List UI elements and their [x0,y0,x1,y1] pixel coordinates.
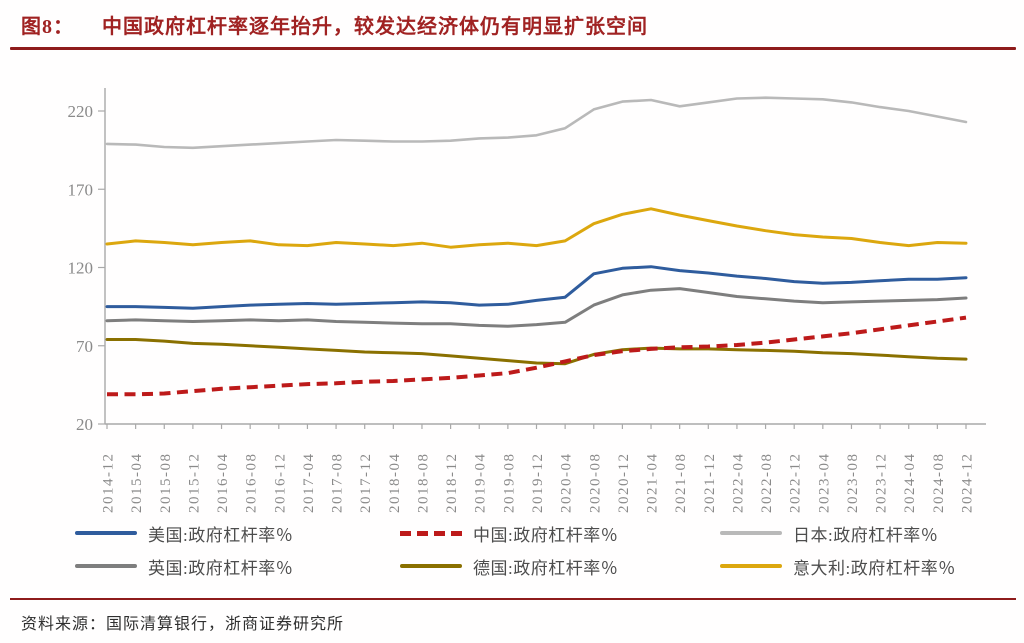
x-tick-label: 2015-12 [186,453,202,514]
figure-title: 图8： 中国政府杠杆率逐年抬升，较发达经济体仍有明显扩张空间 [21,10,648,39]
x-tick-label: 2020-08 [587,453,603,514]
chart-legend: 美国:政府杠杆率％ 中国:政府杠杆率％ 日本:政府杠杆率％ 英国:政府杠杆率％ 德国:政… [0,521,1024,578]
x-tick-label: 2023-08 [845,453,861,514]
source-note: 资料来源：国际清算银行，浙商证券研究所 [21,610,344,634]
legend-label-japan: 日本:政府杠杆率％ [793,525,939,545]
x-tick-label: 2023-12 [874,453,890,514]
x-tick-label: 2014-12 [101,453,117,514]
chart-area: 20 70 120 170 220 2014-12 2015-04 2015-08 2015-1… [0,60,1024,520]
y-tick-label: 20 [76,415,93,434]
x-tick-label: 2020-12 [616,453,632,514]
legend-item-japan: 日本:政府杠杆率％ [720,521,1024,545]
legend-label-china: 中国:政府杠杆率％ [473,525,619,545]
x-tick-label: 2019-08 [501,453,517,514]
x-tick-label: 2018-08 [415,453,431,514]
legend-label-italy: 意大利:政府杠杆率％ [793,558,956,578]
x-tick-label: 2021-04 [645,453,661,514]
x-tick-label: 2019-04 [473,453,489,514]
source-label: 资料来源： [21,616,107,633]
legend-item-italy: 意大利:政府杠杆率％ [720,554,1024,578]
x-tick-label: 2021-08 [673,453,689,514]
x-tick-label: 2022-12 [788,453,804,514]
x-tick-label: 2016-12 [272,453,288,514]
x-tick-label: 2022-08 [759,453,775,514]
series-line-italy [105,207,968,249]
x-tick-label: 2024-04 [902,453,918,514]
series-line-japan [105,96,968,150]
series-line-germany [105,338,968,366]
x-tick-label: 2018-04 [387,453,403,514]
x-tick-label: 2024-08 [931,453,947,514]
legend-label-germany: 德国:政府杠杆率％ [473,558,619,578]
series-line-uk [105,287,968,328]
y-tick-label: 70 [76,337,93,356]
legend-label-uk: 英国:政府杠杆率％ [148,558,294,578]
x-tick-label: 2021-12 [702,453,718,514]
x-tick-label: 2022-04 [730,453,746,514]
legend-item-uk: 英国:政府杠杆率％ [75,554,400,578]
y-tick-label: 170 [68,180,94,199]
x-tick-label: 2024-12 [960,453,976,514]
legend-swatch-us [75,531,137,535]
x-tick-label: 2016-08 [244,453,260,514]
legend-item-germany: 德国:政府杠杆率％ [400,554,720,578]
series-line-china [107,315,967,397]
title-divider [10,47,1016,50]
legend-swatch-china [400,530,462,536]
legend-swatch-italy [720,564,782,568]
x-tick-label: 2019-12 [530,453,546,514]
legend-swatch-germany [400,564,462,568]
x-tick-label: 2017-04 [301,453,317,514]
x-tick-label: 2015-08 [158,453,174,514]
figure-number: 图8： [21,16,74,38]
x-tick-label: 2017-08 [330,453,346,514]
leverage-chart: 20 70 120 170 220 2014-12 2015-04 2015-08 2015-1… [68,88,986,514]
x-tick-label: 2020-04 [559,453,575,514]
legend-swatch-uk [75,564,137,568]
source-text: 国际清算银行，浙商证券研究所 [106,616,345,633]
legend-swatch-japan [720,531,782,535]
figure-title-text: 中国政府杠杆率逐年抬升，较发达经济体仍有明显扩张空间 [102,16,648,38]
x-tick-label: 2018-12 [444,453,460,514]
y-tick-label: 220 [68,102,94,121]
x-tick-label: 2023-04 [816,453,832,514]
legend-item-us: 美国:政府杠杆率％ [75,521,400,545]
legend-label-us: 美国:政府杠杆率％ [148,525,294,545]
series-line-us [105,265,968,310]
footer-divider [10,598,1016,600]
x-tick-label: 2015-04 [129,453,145,514]
y-tick-label: 120 [68,259,94,278]
x-tick-label: 2016-04 [215,453,231,514]
legend-item-china: 中国:政府杠杆率％ [400,521,720,545]
x-tick-label: 2017-12 [358,453,374,514]
